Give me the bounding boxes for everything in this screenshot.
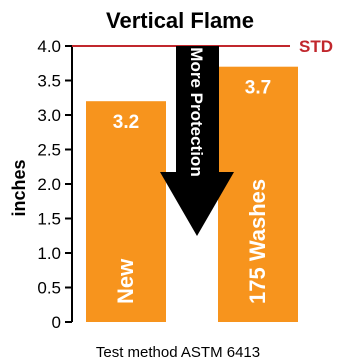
y-tick-label: 4.0 xyxy=(37,37,61,56)
y-tick-label: 3.0 xyxy=(37,106,61,125)
bar-value-label: 3.2 xyxy=(113,112,139,133)
footnote: Test method ASTM 6413 xyxy=(96,344,260,361)
y-tick-label: 1.5 xyxy=(37,210,61,229)
y-tick-label: 3.5 xyxy=(37,72,61,91)
std-label: STD xyxy=(299,37,333,56)
y-axis-label: inches xyxy=(9,159,29,216)
y-tick-label: 0.5 xyxy=(37,279,61,298)
y-tick-label: 0 xyxy=(52,313,61,332)
arrow-label: More Protection xyxy=(187,47,206,176)
category-label: New xyxy=(113,258,138,304)
bar-new xyxy=(86,101,166,322)
category-label: 175 Washes xyxy=(245,179,270,304)
bar-value-label: 3.7 xyxy=(245,78,271,99)
more-protection-arrow xyxy=(160,46,234,236)
y-tick-label: 2.0 xyxy=(37,175,61,194)
bar-175-washes xyxy=(218,66,298,322)
y-tick-label: 1.0 xyxy=(37,244,61,263)
chart-title: Vertical Flame xyxy=(106,8,254,33)
y-tick-label: 2.5 xyxy=(37,141,61,160)
